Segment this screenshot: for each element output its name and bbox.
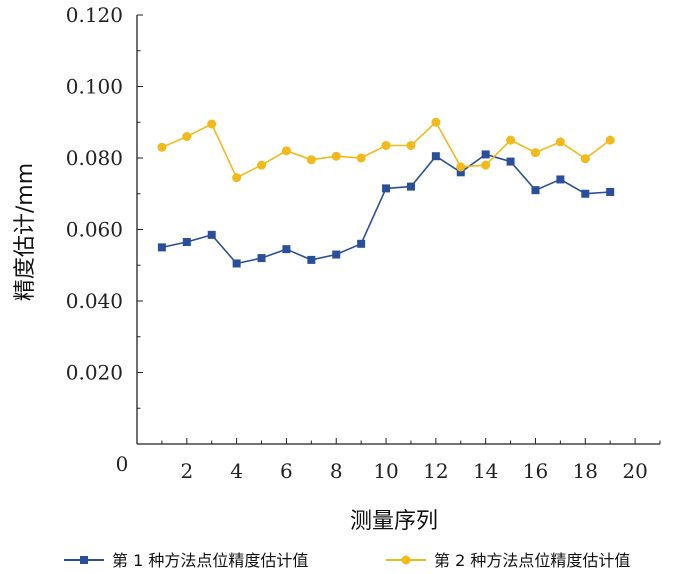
series-1-line <box>161 153 611 265</box>
series-layer <box>157 117 615 268</box>
series-2-point <box>530 148 540 158</box>
legend-marker-series-2 <box>401 555 411 565</box>
legend-label-series-1: 第 1 种方法点位精度估计值 <box>112 551 308 570</box>
series-2-point <box>157 142 167 152</box>
series-2-point <box>406 140 416 150</box>
series-1-point <box>282 245 291 254</box>
legend-item-series-1: 第 1 种方法点位精度估计值 <box>64 551 308 570</box>
x-tick-label: 2 <box>180 459 193 483</box>
series-1-point <box>332 250 341 259</box>
x-tick-label: 8 <box>330 459 343 483</box>
series-2-point <box>555 137 565 147</box>
series-2-point <box>356 153 366 163</box>
series-2-point <box>506 135 516 145</box>
series-1-point <box>431 152 440 161</box>
x-tick-label: 16 <box>523 459 548 483</box>
series-1-point <box>406 182 415 191</box>
series-1-point <box>581 189 590 198</box>
axes-layer <box>136 14 661 445</box>
series-1-point <box>357 239 366 248</box>
series-2-point <box>281 146 291 156</box>
series-1-point <box>257 254 266 263</box>
y-tick-label: 0.120 <box>66 3 123 27</box>
series-2-line <box>161 121 611 179</box>
series-1-point <box>382 184 391 193</box>
x-tick-label: 14 <box>473 459 498 483</box>
series-1 <box>157 150 615 268</box>
y-axis-label: 精度估计/mm <box>13 163 38 301</box>
legend-marker-series-1 <box>80 556 88 564</box>
series-2-point <box>182 132 192 142</box>
legend-item-series-2: 第 2 种方法点位精度估计值 <box>386 551 630 570</box>
y-tick-label: 0.060 <box>66 218 123 242</box>
series-1-point <box>556 175 565 184</box>
series-1-point <box>506 157 515 166</box>
y-tick-label: 0.080 <box>66 146 123 170</box>
series-2-point <box>456 162 466 172</box>
series-2-point <box>232 173 242 183</box>
series-2-point <box>207 119 217 129</box>
series-1-point <box>481 150 490 159</box>
legend-label-series-2: 第 2 种方法点位精度估计值 <box>434 551 630 570</box>
tick-labels: 0.020 0.040 0.060 0.080 0.100 0.120 2 4 6 8 10 12 14… <box>66 3 648 483</box>
series-1-point <box>182 238 191 247</box>
y-tick-label: 0.020 <box>66 361 123 385</box>
x-tick-label: 6 <box>280 459 293 483</box>
x-tick-label: 12 <box>423 459 448 483</box>
series-2-point <box>257 160 267 170</box>
series-1-point <box>307 255 316 264</box>
series-2-point <box>306 155 316 165</box>
x-tick-label: 18 <box>573 459 598 483</box>
series-2-point <box>481 160 491 170</box>
series-2-point <box>331 151 341 161</box>
series-1-point <box>606 187 615 196</box>
origin-label: 0 <box>116 452 129 476</box>
series-1-point <box>531 186 540 195</box>
x-axis-label: 测量序列 <box>350 509 438 534</box>
series-1-point <box>157 243 166 252</box>
series-2-point <box>381 140 391 150</box>
legend: 第 1 种方法点位精度估计值 第 2 种方法点位精度估计值 <box>64 551 630 570</box>
series-2-point <box>605 135 615 145</box>
x-tick-label: 20 <box>622 459 647 483</box>
y-tick-label: 0.040 <box>66 289 123 313</box>
series-2-point <box>431 117 441 127</box>
y-tick-label: 0.100 <box>66 75 123 99</box>
series-1-point <box>232 259 241 268</box>
series-1-point <box>207 230 216 239</box>
x-tick-label: 10 <box>373 459 398 483</box>
x-tick-label: 4 <box>230 459 243 483</box>
series-2-point <box>580 154 590 164</box>
series-1-point <box>456 168 465 177</box>
series-2 <box>157 117 615 183</box>
